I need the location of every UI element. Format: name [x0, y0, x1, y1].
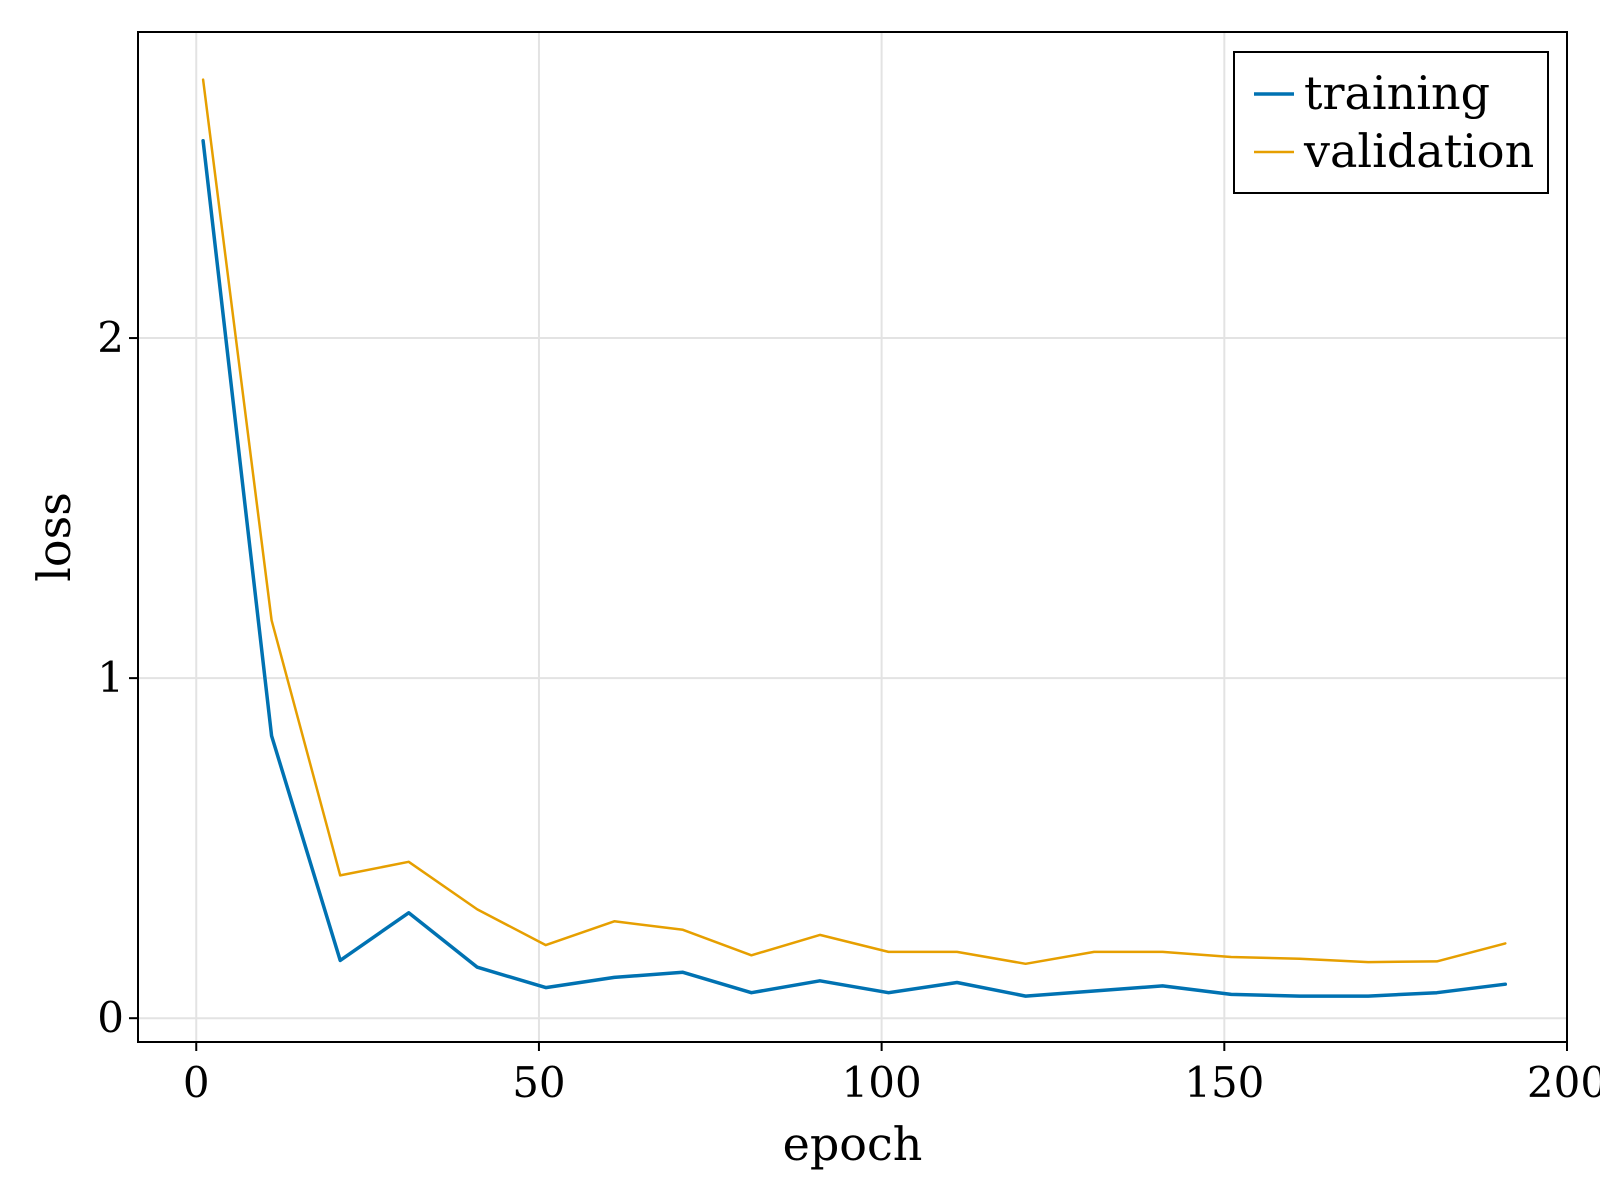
x-axis-label: epoch — [783, 1117, 923, 1171]
x-tick-label: 50 — [512, 1058, 565, 1107]
x-tick-label: 0 — [183, 1058, 210, 1107]
x-tick-label: 150 — [1184, 1058, 1264, 1107]
legend-label-validation: validation — [1303, 124, 1534, 178]
legend-box — [1233, 51, 1549, 194]
axis-ticks — [129, 337, 1568, 1051]
x-tick-label: 100 — [842, 1058, 922, 1107]
x-tick-label: 200 — [1527, 1058, 1600, 1107]
series-lines — [201, 78, 1508, 998]
legend-label-training: training — [1304, 66, 1490, 120]
y-axis-label: loss — [27, 492, 81, 582]
y-tick-label: 0 — [97, 993, 124, 1042]
tick-labels: 0 50 100 150 200 0 1 2 — [97, 313, 1600, 1107]
y-tick-label: 2 — [97, 313, 124, 362]
series-line-training — [201, 139, 1508, 998]
series-line-validation — [201, 78, 1507, 966]
y-tick-label: 1 — [97, 653, 124, 702]
plot-frame — [137, 31, 1568, 1043]
